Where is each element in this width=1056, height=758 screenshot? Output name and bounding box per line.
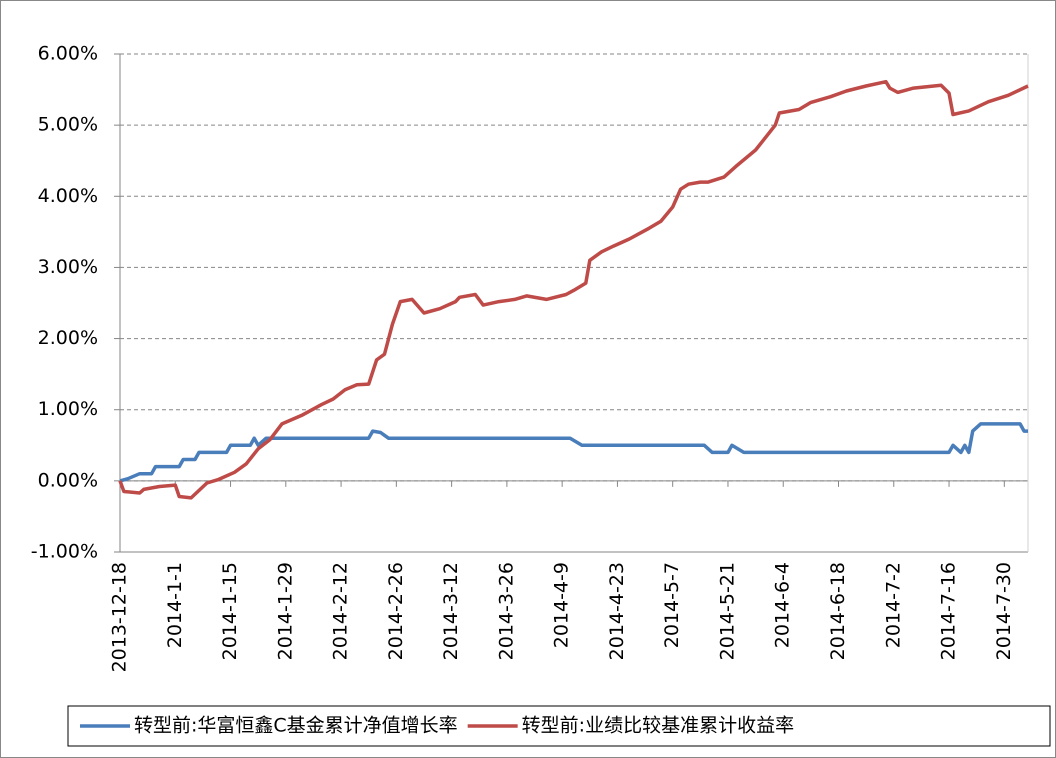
series-line bbox=[118, 79, 1029, 500]
x-tick-label: 2014-7-30 bbox=[993, 562, 1015, 660]
legend-label: 转型前:华富恒鑫C基金累计净值增长率 bbox=[134, 715, 458, 737]
y-tick-label: 4.00% bbox=[38, 185, 98, 207]
x-tick-label: 2014-1-29 bbox=[274, 562, 296, 660]
x-tick-label: 2014-3-12 bbox=[440, 562, 462, 660]
x-tick-label: 2014-7-2 bbox=[882, 562, 904, 648]
y-tick-label: 0.00% bbox=[38, 469, 98, 491]
y-tick-label: 3.00% bbox=[38, 256, 98, 278]
series-line bbox=[119, 422, 1028, 483]
y-tick-label: 2.00% bbox=[38, 327, 98, 349]
x-tick-label: 2014-5-7 bbox=[661, 562, 683, 648]
x-tick-label: 2014-5-21 bbox=[716, 562, 738, 660]
y-tick-label: -1.00% bbox=[31, 541, 98, 563]
x-tick-label: 2014-1-15 bbox=[219, 562, 241, 660]
x-tick-label: 2014-4-23 bbox=[606, 562, 628, 660]
x-tick-label: 2014-6-4 bbox=[772, 562, 794, 648]
x-tick-label: 2014-3-26 bbox=[495, 562, 517, 660]
x-tick-label: 2014-6-18 bbox=[827, 562, 849, 660]
legend-label: 转型前:业绩比较基准累计收益率 bbox=[522, 715, 794, 737]
y-tick-label: 5.00% bbox=[38, 114, 98, 136]
y-tick-label: 1.00% bbox=[38, 398, 98, 420]
x-tick-label: 2014-2-26 bbox=[385, 562, 407, 660]
legend-box bbox=[67, 705, 1051, 747]
x-tick-label: 2013-12-18 bbox=[109, 562, 131, 672]
x-tick-label: 2014-7-16 bbox=[938, 562, 960, 660]
x-tick-label: 2014-4-9 bbox=[551, 562, 573, 648]
y-tick-label: 6.00% bbox=[38, 43, 98, 65]
x-tick-label: 2014-2-12 bbox=[330, 562, 352, 660]
x-tick-label: 2014-1-1 bbox=[164, 562, 186, 648]
